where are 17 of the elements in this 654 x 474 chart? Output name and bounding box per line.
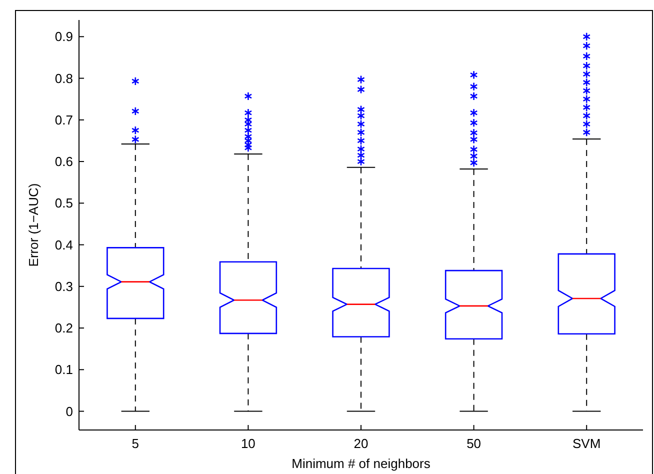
y-axis-title: Error (1−AUC) [26, 183, 41, 267]
x-tick-label: 20 [354, 436, 368, 451]
x-axis-title: Minimum # of neighbors [292, 456, 431, 471]
y-tick-label: 0 [66, 404, 73, 419]
y-tick-label: 0.5 [54, 196, 73, 211]
y-tick-label: 0.1 [54, 362, 73, 378]
x-tick-label: 10 [240, 436, 256, 451]
y-tick-label: 0.2 [54, 320, 73, 336]
y-tick-label: 0.7 [54, 112, 73, 128]
x-tick-label: 50 [466, 436, 482, 451]
y-tick-label: 0.9 [54, 29, 73, 44]
x-tick-label: SVM [572, 436, 601, 451]
y-tick-label: 0.3 [54, 278, 73, 294]
x-tick-label: 5 [132, 436, 140, 451]
y-tick-label: 0.4 [54, 237, 73, 252]
y-tick-label: 0.6 [54, 154, 73, 170]
y-tick-label: 0.8 [54, 70, 73, 86]
